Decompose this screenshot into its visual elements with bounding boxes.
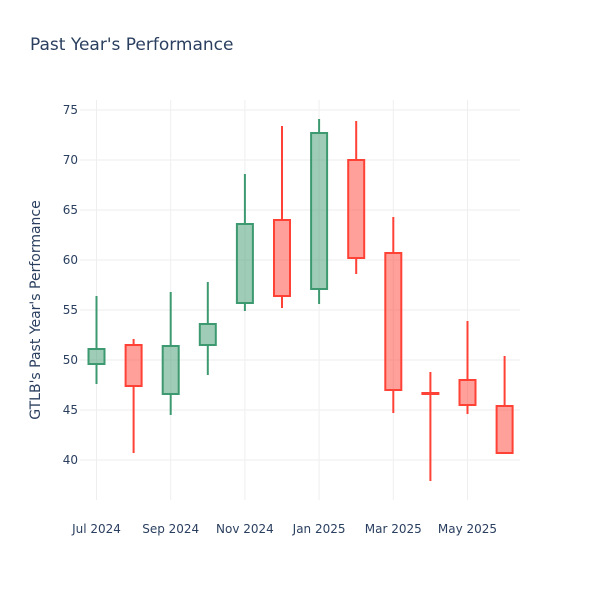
x-tick-label: Jan 2025 (292, 522, 346, 536)
candle-increasing (87, 296, 106, 384)
candle-increasing (161, 292, 180, 415)
candle-body (347, 159, 366, 259)
y-tick-label: 75 (63, 103, 78, 117)
y-tick-label: 70 (63, 153, 78, 167)
x-tick-label: Jul 2024 (71, 522, 121, 536)
y-axis-label: GTLB's Past Year's Performance (28, 200, 44, 419)
candles (87, 119, 514, 481)
y-tick-labels: 40 45 50 55 60 65 70 75 (63, 103, 78, 467)
y-tick-label: 40 (63, 453, 78, 467)
candle-decreasing (273, 126, 291, 308)
x-tick-label: Sep 2024 (142, 522, 199, 536)
y-tick-label: 55 (63, 303, 78, 317)
x-tick-label: Mar 2025 (365, 522, 422, 536)
candle-body (310, 132, 329, 290)
candle-body (384, 252, 403, 391)
x-tick-label: Nov 2024 (216, 522, 274, 536)
candle-body (235, 223, 254, 304)
candle-decreasing (124, 339, 143, 453)
candle-decreasing (421, 372, 440, 481)
candle-increasing (310, 119, 329, 304)
candle-decreasing (458, 321, 477, 414)
y-tick-label: 65 (63, 203, 78, 217)
candle-body (161, 345, 180, 395)
y-tick-label: 50 (63, 353, 78, 367)
gridlines (80, 100, 520, 500)
candle-body (421, 392, 440, 395)
candle-body (87, 348, 106, 365)
candle-body (198, 323, 217, 346)
candle-decreasing (384, 217, 403, 413)
y-tick-label: 60 (63, 253, 78, 267)
candle-body (495, 405, 514, 454)
candle-increasing (198, 282, 217, 375)
candle-body (273, 219, 291, 297)
candle-body (458, 379, 477, 406)
candle-decreasing (495, 356, 514, 454)
candle-decreasing (347, 121, 366, 274)
x-tick-labels: Jul 2024 Sep 2024 Nov 2024 Jan 2025 Mar 2025… (71, 522, 497, 536)
candle-increasing (235, 174, 254, 311)
chart-title: Past Year's Performance (30, 35, 234, 55)
y-tick-label: 45 (63, 403, 78, 417)
candle-body (124, 344, 143, 387)
x-tick-label: May 2025 (438, 522, 497, 536)
